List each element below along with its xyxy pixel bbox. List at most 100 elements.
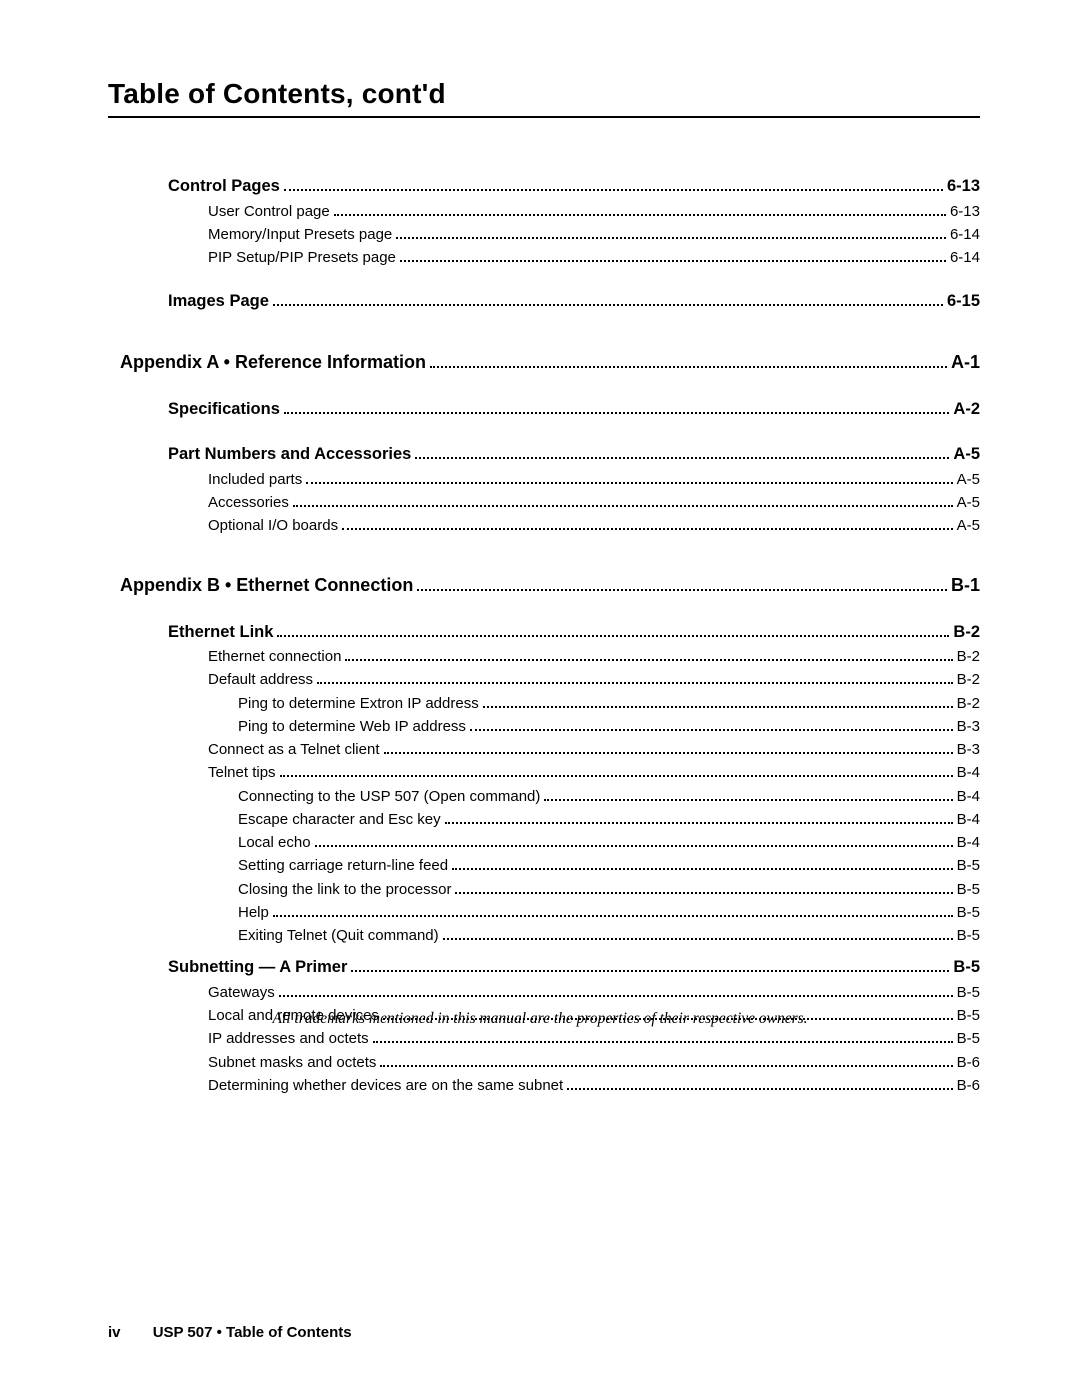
toc-entry-page: B-6 <box>957 1051 980 1074</box>
toc-leader-dots <box>315 835 953 847</box>
toc-entry: Gateways B-5 <box>108 981 980 1004</box>
toc-entry-page: B-3 <box>957 715 980 738</box>
toc-entry-label: PIP Setup/PIP Presets page <box>208 246 396 269</box>
toc-leader-dots <box>351 959 949 972</box>
toc-leader-dots <box>284 401 950 414</box>
toc-leader-dots <box>293 495 953 507</box>
toc-leader-dots <box>342 518 953 530</box>
toc-entry-page: B-5 <box>957 981 980 1004</box>
toc-leader-dots <box>396 227 946 239</box>
toc-entry-page: B-5 <box>957 1027 980 1050</box>
toc-entry: Telnet tipsB-4 <box>108 761 980 784</box>
toc-entry-label: Included parts <box>208 468 302 491</box>
toc-leader-dots <box>306 472 952 484</box>
toc-entry-page: B-4 <box>957 808 980 831</box>
toc-entry: Local echoB-4 <box>108 831 980 854</box>
toc-entry-label: Subnetting — A Primer <box>168 955 347 981</box>
toc-leader-dots <box>430 353 947 367</box>
toc-leader-dots <box>445 812 953 824</box>
toc-entry-page: B-2 <box>953 620 980 646</box>
toc-entry-label: Local echo <box>238 831 311 854</box>
toc-entry: Escape character and Esc key B-4 <box>108 808 980 831</box>
page-title: Table of Contents, cont'd <box>108 78 980 118</box>
toc-leader-dots <box>400 250 946 262</box>
toc-entry: Closing the link to the processorB-5 <box>108 878 980 901</box>
toc-leader-dots <box>279 985 953 997</box>
toc-leader-dots <box>544 789 952 801</box>
toc-entry: Memory/Input Presets page 6-14 <box>108 223 980 246</box>
toc-entry: SpecificationsA-2 <box>108 397 980 423</box>
toc-entry: Setting carriage return-line feedB-5 <box>108 854 980 877</box>
toc-entry-page: B-5 <box>957 901 980 924</box>
toc-entry-page: 6-13 <box>947 174 980 200</box>
page-number: iv <box>108 1324 121 1341</box>
toc-entry-label: Appendix B • Ethernet Connection <box>120 572 413 600</box>
toc-entry-page: A-5 <box>957 491 980 514</box>
toc-leader-dots <box>384 742 953 754</box>
toc-entry-label: Connect as a Telnet client <box>208 738 380 761</box>
toc-entry-page: B-5 <box>957 878 980 901</box>
toc-entry: Ping to determine Extron IP addressB-2 <box>108 692 980 715</box>
toc-entry-label: Escape character and Esc key <box>238 808 441 831</box>
toc-entry-label: Setting carriage return-line feed <box>238 854 448 877</box>
toc-entry: Default addressB-2 <box>108 668 980 691</box>
toc-leader-dots <box>334 204 946 216</box>
toc-entry-page: A-2 <box>953 397 980 423</box>
toc-entry-page: B-3 <box>957 738 980 761</box>
toc-entry-label: Telnet tips <box>208 761 276 784</box>
page-footer: iv USP 507 • Table of Contents <box>108 1324 352 1341</box>
toc-entry: Subnetting — A Primer B-5 <box>108 955 980 981</box>
toc-entry-label: Ping to determine Extron IP address <box>238 692 479 715</box>
toc-leader-dots <box>280 765 953 777</box>
toc-leader-dots <box>443 928 953 940</box>
toc-entry-page: 6-14 <box>950 223 980 246</box>
toc-leader-dots <box>452 858 953 870</box>
toc-leader-dots <box>455 882 952 894</box>
toc-entry-label: Exiting Telnet (Quit command) <box>238 924 439 947</box>
toc-entry-page: 6-13 <box>950 200 980 223</box>
toc-leader-dots <box>273 293 943 306</box>
table-of-contents: Control Pages6-13User Control page6-13Me… <box>108 174 980 1097</box>
toc-entry: Images Page 6-15 <box>108 289 980 315</box>
toc-entry-label: Memory/Input Presets page <box>208 223 392 246</box>
toc-entry-page: B-5 <box>957 924 980 947</box>
toc-leader-dots <box>373 1031 953 1043</box>
toc-entry-page: B-2 <box>957 668 980 691</box>
toc-entry: IP addresses and octetsB-5 <box>108 1027 980 1050</box>
toc-entry: AccessoriesA-5 <box>108 491 980 514</box>
toc-leader-dots <box>273 905 953 917</box>
toc-entry-label: Subnet masks and octets <box>208 1051 376 1074</box>
toc-leader-dots <box>284 178 943 191</box>
toc-entry-label: Part Numbers and Accessories <box>168 442 411 468</box>
toc-entry-label: Ethernet connection <box>208 645 341 668</box>
toc-entry: Ping to determine Web IP address B-3 <box>108 715 980 738</box>
toc-entry: Control Pages6-13 <box>108 174 980 200</box>
trademark-note: All trademarks mentioned in this manual … <box>0 1010 1080 1028</box>
toc-leader-dots <box>277 623 949 636</box>
toc-leader-dots <box>317 672 953 684</box>
toc-entry-page: 6-14 <box>950 246 980 269</box>
toc-entry: Optional I/O boardsA-5 <box>108 514 980 537</box>
toc-leader-dots <box>483 696 953 708</box>
toc-entry-label: Optional I/O boards <box>208 514 338 537</box>
toc-entry: Part Numbers and Accessories A-5 <box>108 442 980 468</box>
toc-entry: Appendix B • Ethernet ConnectionB-1 <box>108 572 980 600</box>
toc-entry-label: User Control page <box>208 200 330 223</box>
toc-entry: Determining whether devices are on the s… <box>108 1074 980 1097</box>
toc-entry: HelpB-5 <box>108 901 980 924</box>
toc-entry-page: B-5 <box>953 955 980 981</box>
toc-entry-label: Ping to determine Web IP address <box>238 715 466 738</box>
toc-entry: Connecting to the USP 507 (Open command)… <box>108 785 980 808</box>
toc-entry-page: A-5 <box>953 442 980 468</box>
toc-entry: User Control page 6-13 <box>108 200 980 223</box>
toc-entry: PIP Setup/PIP Presets page 6-14 <box>108 246 980 269</box>
toc-leader-dots <box>470 719 953 731</box>
toc-entry: Connect as a Telnet client B-3 <box>108 738 980 761</box>
toc-entry-label: Images Page <box>168 289 269 315</box>
toc-entry-label: Determining whether devices are on the s… <box>208 1074 563 1097</box>
toc-entry: Exiting Telnet (Quit command) B-5 <box>108 924 980 947</box>
toc-entry-label: Gateways <box>208 981 275 1004</box>
footer-doc-title: USP 507 • Table of Contents <box>153 1324 352 1341</box>
toc-entry-page: 6-15 <box>947 289 980 315</box>
toc-entry: Subnet masks and octets B-6 <box>108 1051 980 1074</box>
